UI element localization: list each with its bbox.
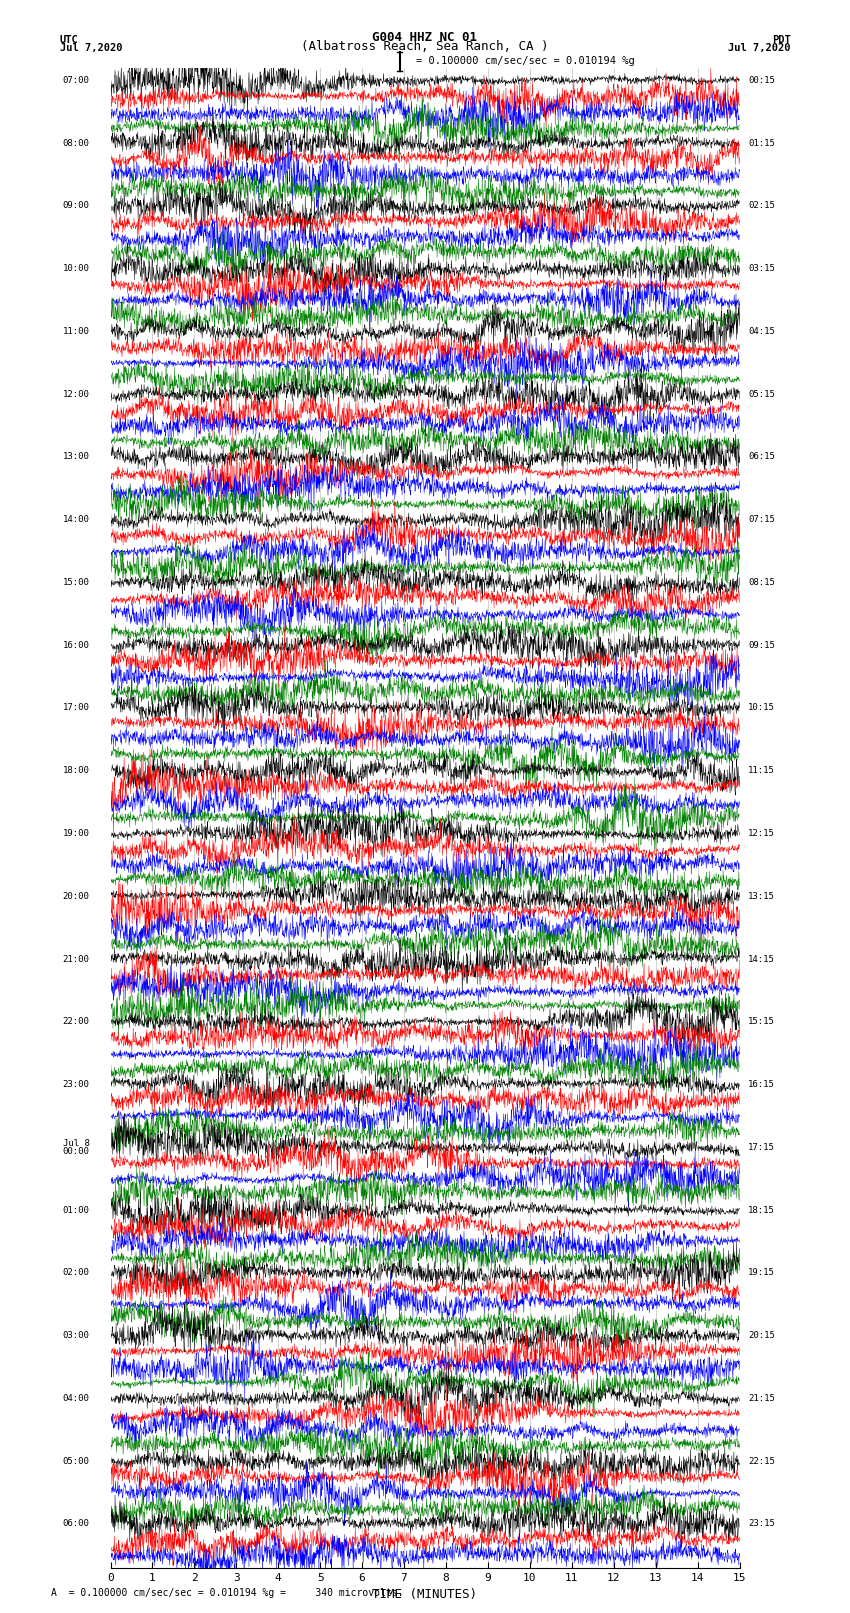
Text: 12:15: 12:15 <box>748 829 774 839</box>
Text: 18:15: 18:15 <box>748 1205 774 1215</box>
Text: UTC: UTC <box>60 35 78 45</box>
Text: 10:15: 10:15 <box>748 703 774 713</box>
Text: 06:00: 06:00 <box>63 1519 89 1529</box>
Text: PDT: PDT <box>772 35 791 45</box>
Text: Jul 8: Jul 8 <box>63 1139 89 1148</box>
Text: 15:00: 15:00 <box>63 577 89 587</box>
Text: 03:15: 03:15 <box>748 265 774 273</box>
Text: 20:15: 20:15 <box>748 1331 774 1340</box>
Text: 17:00: 17:00 <box>63 703 89 713</box>
Text: 02:15: 02:15 <box>748 202 774 210</box>
Text: A  = 0.100000 cm/sec/sec = 0.010194 %g =     340 microvolts.: A = 0.100000 cm/sec/sec = 0.010194 %g = … <box>51 1589 404 1598</box>
Text: 04:15: 04:15 <box>748 327 774 336</box>
Text: 22:15: 22:15 <box>748 1457 774 1466</box>
Text: 21:15: 21:15 <box>748 1394 774 1403</box>
Text: 13:15: 13:15 <box>748 892 774 900</box>
Text: 03:00: 03:00 <box>63 1331 89 1340</box>
Text: Jul 7,2020: Jul 7,2020 <box>728 44 791 53</box>
Text: = 0.100000 cm/sec/sec = 0.010194 %g: = 0.100000 cm/sec/sec = 0.010194 %g <box>416 56 635 66</box>
Text: 00:00: 00:00 <box>63 1147 89 1157</box>
Text: 19:00: 19:00 <box>63 829 89 839</box>
Text: 22:00: 22:00 <box>63 1018 89 1026</box>
Text: 23:15: 23:15 <box>748 1519 774 1529</box>
Text: 09:15: 09:15 <box>748 640 774 650</box>
Text: 05:00: 05:00 <box>63 1457 89 1466</box>
Text: 11:00: 11:00 <box>63 327 89 336</box>
Text: 15:15: 15:15 <box>748 1018 774 1026</box>
Text: 00:15: 00:15 <box>748 76 774 85</box>
Text: 02:00: 02:00 <box>63 1268 89 1277</box>
Text: Jul 7,2020: Jul 7,2020 <box>60 44 122 53</box>
Text: 05:15: 05:15 <box>748 390 774 398</box>
Text: 07:15: 07:15 <box>748 515 774 524</box>
Text: 08:00: 08:00 <box>63 139 89 147</box>
Text: (Albatross Reach, Sea Ranch, CA ): (Albatross Reach, Sea Ranch, CA ) <box>301 40 549 53</box>
X-axis label: TIME (MINUTES): TIME (MINUTES) <box>372 1589 478 1602</box>
Text: 14:15: 14:15 <box>748 955 774 963</box>
Text: 17:15: 17:15 <box>748 1142 774 1152</box>
Text: 23:00: 23:00 <box>63 1081 89 1089</box>
Text: 07:00: 07:00 <box>63 76 89 85</box>
Text: 04:00: 04:00 <box>63 1394 89 1403</box>
Text: G004 HHZ NC 01: G004 HHZ NC 01 <box>372 31 478 45</box>
Text: 20:00: 20:00 <box>63 892 89 900</box>
Text: 08:15: 08:15 <box>748 577 774 587</box>
Text: 19:15: 19:15 <box>748 1268 774 1277</box>
Text: 06:15: 06:15 <box>748 452 774 461</box>
Text: 01:15: 01:15 <box>748 139 774 147</box>
Text: 16:15: 16:15 <box>748 1081 774 1089</box>
Text: 09:00: 09:00 <box>63 202 89 210</box>
Text: 10:00: 10:00 <box>63 265 89 273</box>
Text: 21:00: 21:00 <box>63 955 89 963</box>
Text: 11:15: 11:15 <box>748 766 774 776</box>
Text: 12:00: 12:00 <box>63 390 89 398</box>
Text: 01:00: 01:00 <box>63 1205 89 1215</box>
Text: 13:00: 13:00 <box>63 452 89 461</box>
Text: 14:00: 14:00 <box>63 515 89 524</box>
Text: 18:00: 18:00 <box>63 766 89 776</box>
Text: 16:00: 16:00 <box>63 640 89 650</box>
